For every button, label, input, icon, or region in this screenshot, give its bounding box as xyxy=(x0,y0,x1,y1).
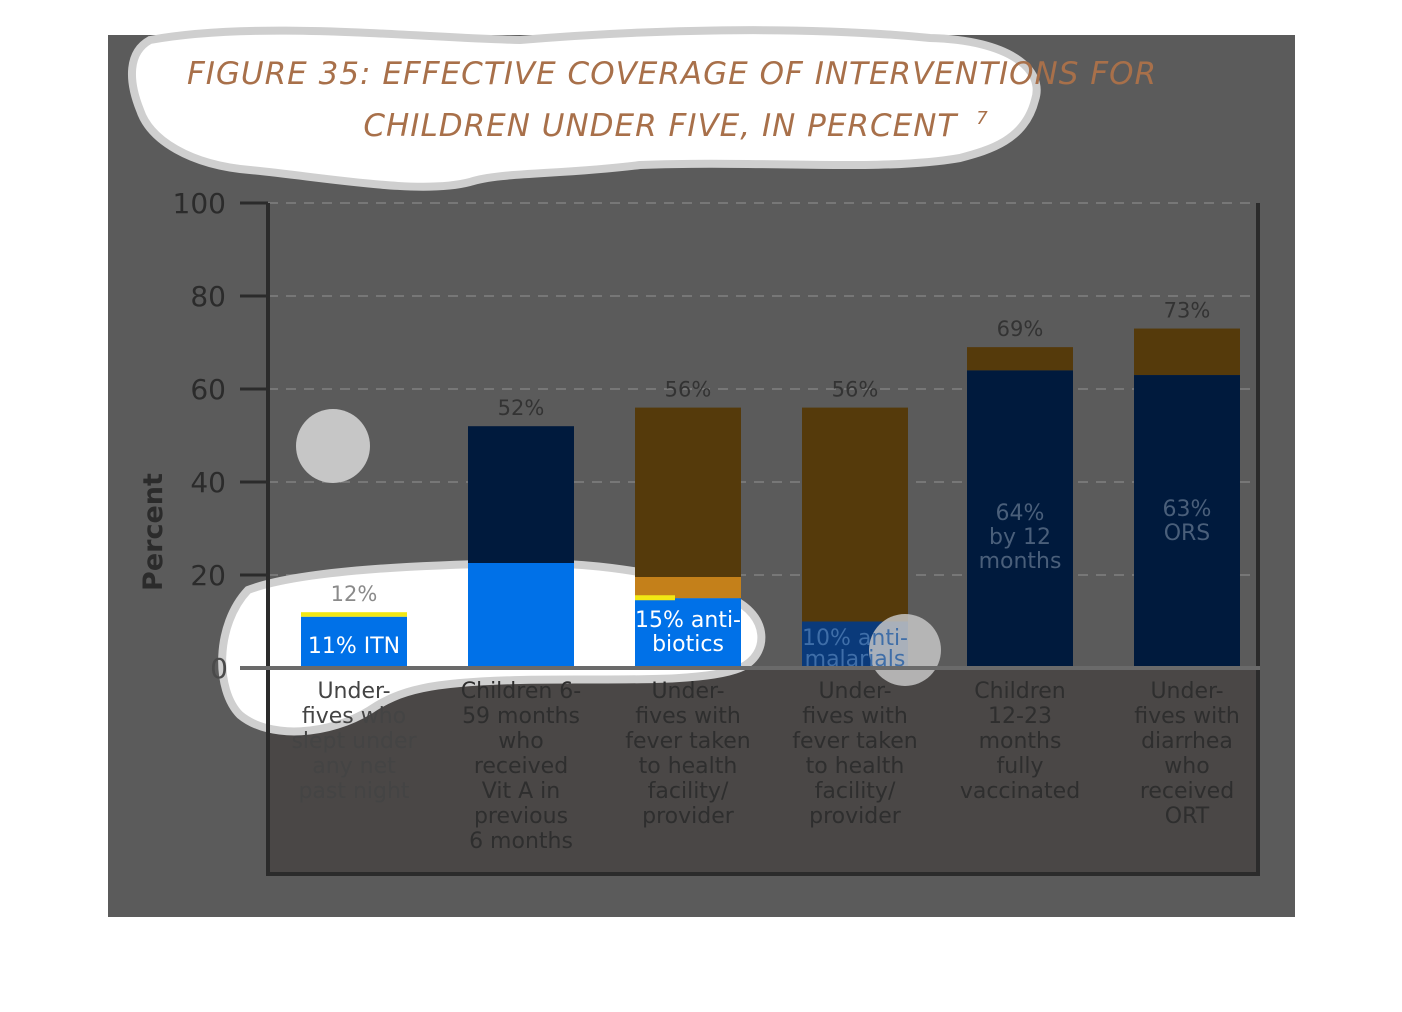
x-category-label: 6 months xyxy=(469,829,573,854)
x-category-label: past night xyxy=(298,779,409,804)
bar-inner-label: by 12 xyxy=(989,525,1051,550)
title-highlight xyxy=(131,30,1037,187)
bar-segment-secondary xyxy=(802,407,908,622)
bar-total-label: 56% xyxy=(665,378,712,402)
x-category-label: facility/ xyxy=(815,779,896,804)
bar-highlight-region xyxy=(635,577,741,599)
bar-segment-secondary xyxy=(967,347,1073,371)
bar-highlight-region xyxy=(468,563,574,668)
x-category-label: received xyxy=(1140,779,1234,804)
bar-inner-label: biotics xyxy=(652,632,724,657)
bar-inner-label: months xyxy=(979,549,1062,574)
bar-inner-label: 11% ITN xyxy=(308,634,400,659)
bar-segment-primary xyxy=(301,616,407,668)
x-category-label: fives with xyxy=(802,704,908,729)
x-category-label: any net xyxy=(312,754,396,779)
x-category-label: vaccinated xyxy=(960,779,1080,804)
x-category-label: Under- xyxy=(1150,679,1223,704)
x-category-label: months xyxy=(979,729,1062,754)
bar-inner-label: 15% anti- xyxy=(635,608,741,633)
x-category-label: to health xyxy=(806,754,905,779)
y-tick-label: 80 xyxy=(190,280,226,313)
y-tick-label: 40 xyxy=(190,466,226,499)
bar-inner-label: 63% xyxy=(1163,497,1212,522)
x-category-label: Children xyxy=(974,679,1066,704)
y-tick-label: 20 xyxy=(190,559,226,592)
x-category-label: received xyxy=(474,754,568,779)
bar-segment-primary xyxy=(1134,375,1240,668)
x-category-label: fives who xyxy=(302,704,406,729)
bar-total-label: 69% xyxy=(997,317,1044,341)
axes: 0 20 40 60 80 100 xyxy=(173,187,1260,876)
chart-title-line2: CHILDREN UNDER FIVE, IN PERCENT 7 xyxy=(363,108,988,144)
chart-title-line1: FIGURE 35: EFFECTIVE COVERAGE OF INTERVE… xyxy=(187,56,1157,92)
x-category-label: who xyxy=(498,729,543,754)
bar-segment-total xyxy=(301,612,407,617)
bar-segment-primary xyxy=(967,370,1073,668)
x-category-label: 12-23 xyxy=(988,704,1052,729)
bar-inner-label: 10% anti- xyxy=(802,626,908,651)
bar-segment-secondary xyxy=(635,407,741,599)
title-highlight-outline xyxy=(128,26,1041,191)
x-category-label: fever taken xyxy=(625,729,750,754)
bar-total-label: 12% xyxy=(331,582,378,606)
x-category-label: fever taken xyxy=(792,729,917,754)
x-category-label: who xyxy=(1164,754,1209,779)
x-category-label: to health xyxy=(639,754,738,779)
bar-total-label: 73% xyxy=(1164,299,1211,323)
bar-inner-label: ORS xyxy=(1164,521,1211,546)
bar-total-label: 56% xyxy=(832,378,879,402)
x-category-label: facility/ xyxy=(648,779,729,804)
bar-segment-secondary xyxy=(1134,328,1240,376)
y-tick-label: 100 xyxy=(173,187,226,220)
chart-title-line2-text: CHILDREN UNDER FIVE, IN PERCENT xyxy=(363,108,958,144)
x-category-label: 59 months xyxy=(462,704,580,729)
chart-title-superscript: 7 xyxy=(976,108,988,129)
bar-highlight-edge xyxy=(635,595,675,601)
x-category-label: Vit A in xyxy=(482,779,560,804)
x-category-label: provider xyxy=(642,804,735,829)
x-category-label: provider xyxy=(809,804,902,829)
x-category-label: Under- xyxy=(317,679,390,704)
y-axis-label: Percent xyxy=(138,473,169,591)
x-category-label: ORT xyxy=(1165,804,1210,829)
x-category-label: diarrhea xyxy=(1141,729,1233,754)
x-category-label: Under- xyxy=(818,679,891,704)
x-category-label: Under- xyxy=(651,679,724,704)
y-tick-label: 0 xyxy=(210,652,228,685)
bar-total-label: 52% xyxy=(498,396,545,420)
gray-circle-marker xyxy=(296,409,370,483)
bar-segment-primary xyxy=(635,598,741,668)
x-category-label: Children 6- xyxy=(461,679,581,704)
x-category-label: fives with xyxy=(1134,704,1240,729)
y-tick-label: 60 xyxy=(190,373,226,406)
bar-inner-label: 64% xyxy=(996,501,1045,526)
x-category-label: fully xyxy=(997,754,1044,779)
x-category-label: slept under xyxy=(291,729,417,754)
x-category-label: previous xyxy=(474,804,568,829)
plot-area xyxy=(268,668,1258,874)
bars xyxy=(301,328,1240,668)
x-category-label: fives with xyxy=(635,704,741,729)
